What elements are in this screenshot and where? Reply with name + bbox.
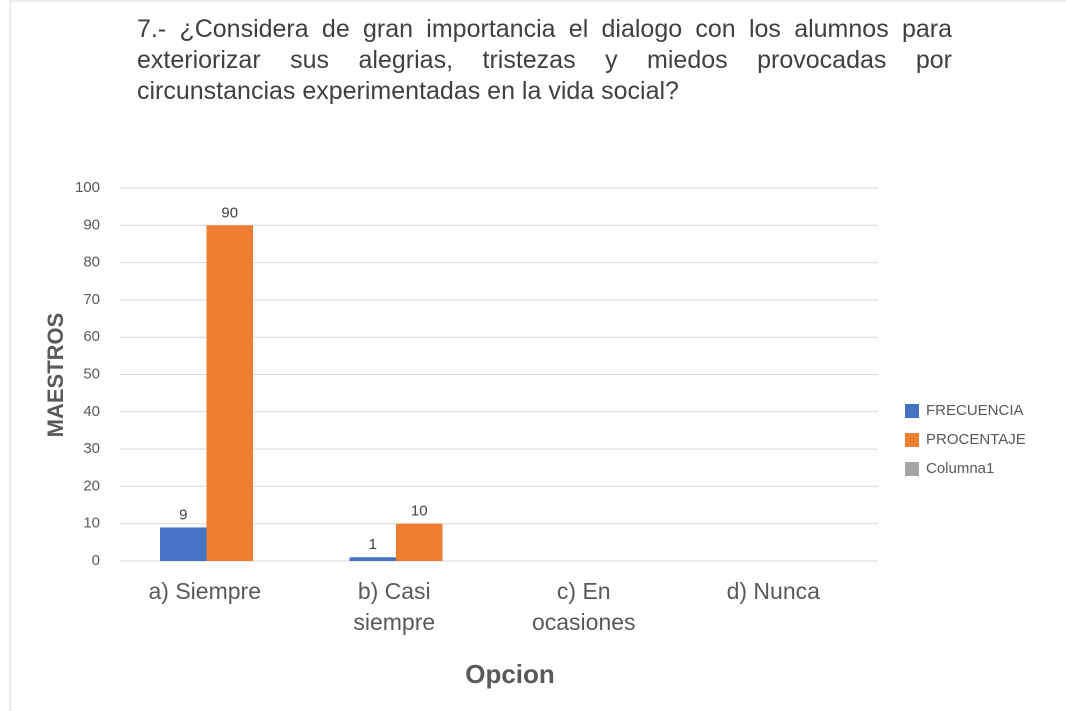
y-tick-label: 50 (83, 365, 100, 382)
y-axis-label: MAESTROS (43, 313, 68, 438)
y-tick-label: 30 (83, 440, 100, 457)
x-tick-label: c) En ocasiones (531, 578, 636, 635)
x-tick-label: d) Nunca (726, 578, 820, 604)
legend-swatch (905, 433, 919, 447)
data-label: 9 (179, 506, 187, 523)
data-label: 1 (369, 536, 377, 553)
y-tick-label: 10 (83, 515, 100, 532)
x-tick-label: b) Casi siempre (353, 578, 436, 635)
bar (160, 527, 207, 561)
legend-label: PROCENTAJE (926, 431, 1026, 448)
y-tick-label: 20 (83, 477, 100, 494)
legend-label: Columna1 (926, 460, 994, 477)
y-tick-label: 100 (75, 179, 100, 196)
chart-title: 7.- ¿Considera de gran importancia el di… (137, 15, 952, 105)
y-tick-label: 90 (83, 216, 100, 233)
chart-border (9, 0, 1066, 711)
legend-swatch (905, 462, 919, 476)
y-tick-label: 60 (83, 328, 100, 345)
x-tick-label: a) Siempre (148, 578, 261, 604)
bar (396, 523, 443, 561)
y-tick-label: 0 (92, 552, 100, 569)
y-tick-label: 80 (83, 254, 100, 271)
bar (206, 225, 253, 562)
bar (349, 557, 396, 561)
data-label: 10 (411, 503, 428, 520)
legend-swatch (905, 404, 919, 418)
x-axis-label: Opcion (465, 659, 555, 689)
legend-label: FRECUENCIA (926, 402, 1024, 419)
data-label: 90 (221, 204, 238, 221)
y-tick-label: 40 (83, 403, 100, 420)
y-tick-label: 70 (83, 291, 100, 308)
